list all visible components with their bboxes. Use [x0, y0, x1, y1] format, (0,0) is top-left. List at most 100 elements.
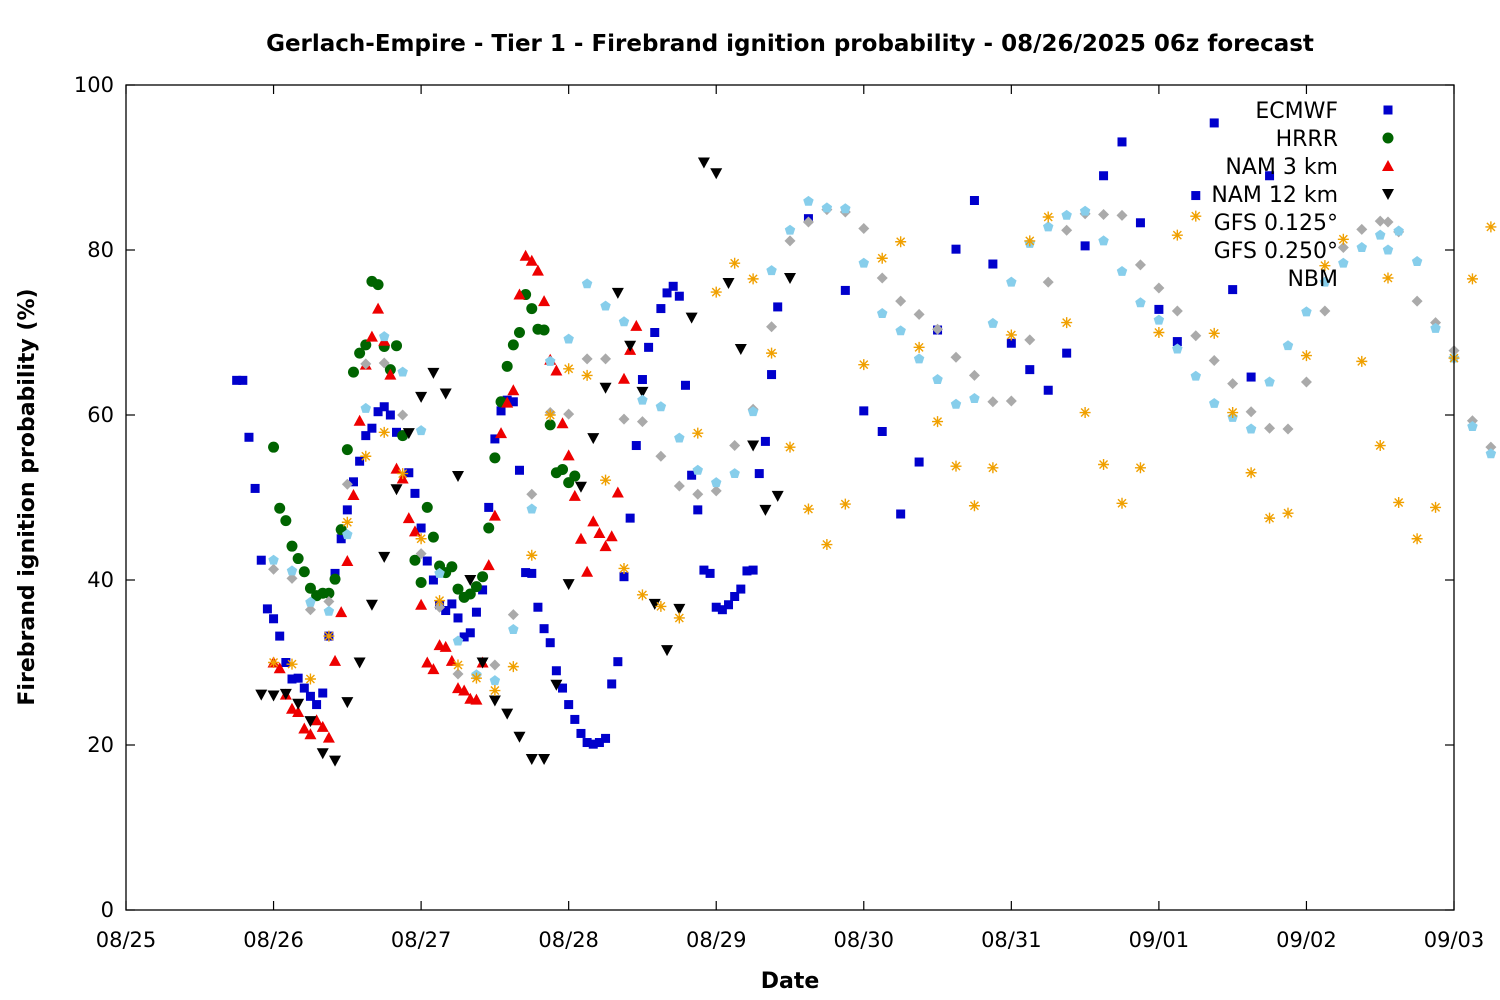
ecmwf-point	[840, 285, 850, 295]
nam-3-km-point	[482, 559, 495, 571]
gfs-0-125-point	[802, 216, 814, 228]
ecmwf-point	[951, 244, 961, 254]
gfs-0-125-point	[304, 604, 316, 616]
gfs-0-125-point	[1005, 395, 1017, 407]
ecmwf-point	[441, 606, 451, 616]
ecmwf-point	[484, 502, 494, 512]
nam-12-km-point	[722, 278, 735, 289]
gfs-0-125-point	[784, 235, 796, 247]
gfs-0-250-point	[1430, 322, 1441, 333]
ecmwf-point	[367, 423, 377, 433]
ecmwf-point	[539, 624, 549, 634]
ecmwf-point	[607, 679, 617, 689]
nam-12-km-point	[304, 716, 317, 728]
nam-12-km-point	[685, 312, 698, 324]
nbm-point	[618, 562, 630, 574]
gfs-0-125-point	[434, 601, 446, 613]
nam-3-km-point	[550, 364, 563, 376]
gfs-0-125-point	[1153, 282, 1165, 294]
gfs-0-250-point	[1264, 376, 1275, 387]
ecmwf-point	[754, 469, 764, 479]
gfs-0-125-point	[1061, 224, 1073, 236]
gfs-0-250-point	[581, 278, 593, 289]
ecmwf-point	[914, 457, 924, 467]
gfs-0-250-point	[1374, 229, 1386, 240]
nbm-point	[397, 468, 409, 480]
gfs-0-250-point	[342, 529, 353, 540]
x-tick-label: 08/30	[834, 928, 895, 952]
nbm-point	[1005, 329, 1017, 341]
nbm-point	[286, 658, 298, 670]
gfs-0-250-point	[710, 477, 722, 488]
hrrr-point	[347, 366, 359, 378]
gfs-0-250-point	[452, 635, 464, 646]
nbm-point	[434, 595, 446, 607]
gfs-0-250-point	[674, 432, 685, 443]
gfs-0-250-point	[876, 308, 888, 318]
gfs-0-125-point	[1042, 276, 1054, 288]
gfs-0-125-point	[1264, 422, 1276, 434]
ecmwf-point	[680, 380, 690, 390]
ecmwf-point	[496, 406, 506, 416]
gfs-0-125-point	[286, 572, 298, 584]
nbm-point	[1430, 501, 1442, 513]
x-tick-label: 08/27	[391, 928, 452, 952]
series-1	[268, 275, 581, 603]
gfs-0-250-point	[1135, 297, 1146, 308]
gfs-0-250-point	[1245, 423, 1257, 434]
y-tick-label: 100	[74, 73, 114, 97]
nam-12-km-point	[587, 433, 600, 445]
nbm-point	[858, 359, 870, 371]
ecmwf-point	[1099, 171, 1109, 181]
ecmwf-point	[373, 407, 383, 417]
gfs-0-250-point	[840, 203, 851, 214]
nam-12-km-point	[710, 168, 723, 180]
gfs-0-250-point	[747, 406, 759, 417]
nam-12-km-point	[378, 551, 391, 563]
x-tick-label: 09/01	[1129, 928, 1190, 952]
nbm-point	[1116, 497, 1128, 509]
hrrr-point	[569, 470, 581, 482]
ecmwf-point	[558, 683, 568, 693]
y-axis-label: Firebrand ignition probability (%)	[15, 288, 40, 705]
nbm-point	[341, 516, 353, 528]
gfs-0-125-point	[360, 358, 372, 370]
gfs-0-250-point	[1061, 209, 1072, 220]
ecmwf-point	[656, 304, 666, 314]
nam-3-km-point	[439, 640, 452, 652]
legend-label: NAM 12 km	[1211, 183, 1338, 208]
nam-12-km-point	[673, 603, 686, 615]
nbm-point	[1171, 229, 1183, 241]
gfs-0-250-point	[803, 195, 814, 206]
y-tick-label: 20	[87, 733, 114, 757]
nam-3-km-point	[593, 526, 606, 538]
gfs-0-125-point	[397, 409, 409, 421]
hrrr-point	[268, 441, 280, 453]
nam-12-km-point	[292, 698, 305, 710]
nam-3-km-point	[310, 714, 323, 726]
gfs-0-125-point	[655, 450, 667, 462]
nam-12-km-point	[501, 708, 514, 720]
nam-12-km-point	[538, 754, 551, 766]
gfs-0-250-point	[1079, 205, 1091, 216]
hrrr-point	[489, 452, 501, 464]
legend: ECMWF HRRR NAM 3 km NAM 12 km GFS 0.125° GFS …	[1211, 99, 1394, 292]
ecmwf-point	[521, 568, 531, 578]
gfs-0-250-point	[1098, 235, 1109, 246]
hrrr-point	[477, 571, 489, 583]
hrrr-point	[557, 463, 569, 475]
ecmwf-point	[859, 406, 869, 416]
ecmwf-point	[650, 328, 660, 337]
gfs-0-250-point	[1338, 257, 1349, 268]
ecmwf-point	[1080, 241, 1090, 251]
ecmwf-point	[281, 658, 291, 667]
nam-3-km-point	[427, 663, 440, 675]
ecmwf-point	[330, 568, 340, 578]
nam-3-km-point	[415, 598, 428, 610]
ecmwf-point	[459, 632, 469, 642]
ecmwf-point	[625, 513, 635, 523]
nam-3-km-point	[574, 532, 587, 544]
nam-3-km-point	[329, 654, 342, 666]
nam-12-km-point	[574, 481, 587, 493]
gfs-0-250-point	[1467, 421, 1478, 431]
